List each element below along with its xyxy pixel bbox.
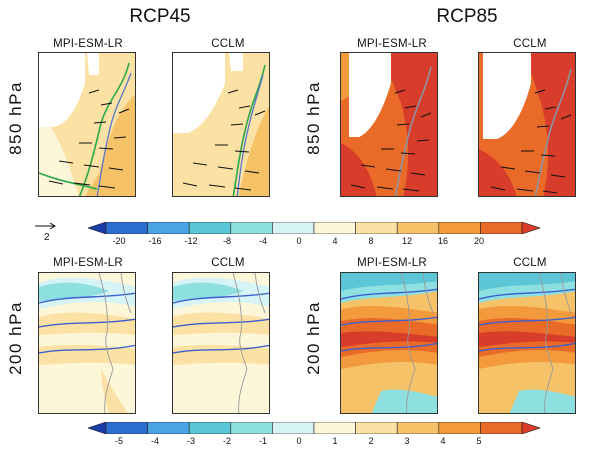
colorbar-200-tick: 1	[332, 436, 338, 446]
colorbar-200-segment	[438, 421, 481, 435]
map-850-rcp45-cclm	[172, 52, 270, 197]
panel-title-850-rcp45-cclm: CCLM	[211, 38, 245, 50]
colorbar-200-tick: -4	[150, 436, 159, 446]
panel-title-200-rcp85-mpi: MPI-ESM-LR	[357, 257, 427, 269]
map-200-rcp85-cclm	[478, 272, 576, 414]
colorbar-200-segment	[105, 421, 148, 435]
vector-reference-label: 2	[44, 232, 50, 243]
colorbar-850	[87, 221, 541, 235]
colorbar-850-segment	[480, 221, 523, 235]
colorbar-850-end-high	[521, 221, 541, 235]
map-850-rcp45-mpi	[38, 52, 136, 197]
panel-title-850-rcp85-cclm: CCLM	[513, 38, 547, 50]
colorbar-200-segment	[272, 421, 315, 435]
vector-reference-arrow	[35, 222, 56, 230]
map-200-rcp85-mpi	[340, 272, 438, 414]
colorbar-850-segment	[230, 221, 273, 235]
panel-title-850-rcp85-mpi: MPI-ESM-LR	[357, 38, 427, 50]
colorbar-200-tick: -5	[114, 436, 123, 446]
colorbar-850-tick: -20	[112, 236, 126, 246]
colorbar-850-segment	[272, 221, 315, 235]
colorbar-200-tick: -2	[222, 436, 231, 446]
colorbar-200-tick: 3	[404, 436, 410, 446]
colorbar-200-segment	[188, 421, 232, 435]
panel-title-200-rcp85-cclm: CCLM	[513, 257, 547, 269]
panel-title-850-rcp45-mpi: MPI-ESM-LR	[53, 38, 123, 50]
colorbar-200-end-low	[87, 421, 107, 435]
colorbar-200-tick: 4	[440, 436, 446, 446]
colorbar-850-segment	[438, 221, 481, 235]
colorbar-200-segment	[355, 421, 398, 435]
colorbar-850-segment	[188, 221, 232, 235]
colorbar-850-segment	[396, 221, 440, 235]
colorbar-850-tick: 20	[473, 236, 484, 246]
colorbar-850-tick: 16	[437, 236, 448, 246]
map-850-rcp85-cclm	[478, 52, 576, 197]
colorbar-200-end-high	[521, 421, 541, 435]
colorbar-200-segment	[147, 421, 190, 435]
colorbar-200-tick: -1	[258, 436, 267, 446]
map-200-rcp45-mpi	[38, 272, 136, 414]
colorbar-850-tick: -16	[148, 236, 162, 246]
map-850-rcp85-mpi	[340, 52, 438, 197]
colorbar-200-tick: 0	[296, 436, 302, 446]
row-label-850: 850 hPa	[6, 81, 25, 155]
colorbar-850-tick: -8	[222, 236, 231, 246]
colorbar-200-segment	[396, 421, 440, 435]
colorbar-850-segment	[313, 221, 356, 235]
colorbar-850-tick: -4	[258, 236, 267, 246]
colorbar-850-tick: 12	[401, 236, 412, 246]
panel-title-200-rcp45-mpi: MPI-ESM-LR	[53, 257, 123, 269]
scenario-title-rcp85: RCP85	[436, 6, 498, 27]
colorbar-200	[87, 421, 541, 435]
colorbar-850-tick: -12	[184, 236, 198, 246]
colorbar-200-tick: 5	[476, 436, 482, 446]
map-200-rcp45-cclm	[172, 272, 270, 414]
colorbar-850-tick: 4	[332, 236, 338, 246]
colorbar-850-segment	[105, 221, 148, 235]
colorbar-850-segment	[355, 221, 398, 235]
row-label-200: 200 hPa	[6, 301, 25, 375]
row-label-850-right: 850 hPa	[304, 81, 323, 155]
colorbar-200-segment	[313, 421, 356, 435]
colorbar-850-end-low	[87, 221, 107, 235]
panel-title-200-rcp45-cclm: CCLM	[211, 257, 245, 269]
colorbar-850-segment	[147, 221, 190, 235]
scenario-title-rcp45: RCP45	[129, 6, 191, 27]
colorbar-850-tick: 8	[368, 236, 374, 246]
row-label-200-right: 200 hPa	[304, 301, 323, 375]
colorbar-200-segment	[480, 421, 523, 435]
colorbar-200-tick: -3	[186, 436, 195, 446]
colorbar-850-tick: 0	[296, 236, 302, 246]
colorbar-200-tick: 2	[368, 436, 374, 446]
colorbar-200-segment	[230, 421, 273, 435]
